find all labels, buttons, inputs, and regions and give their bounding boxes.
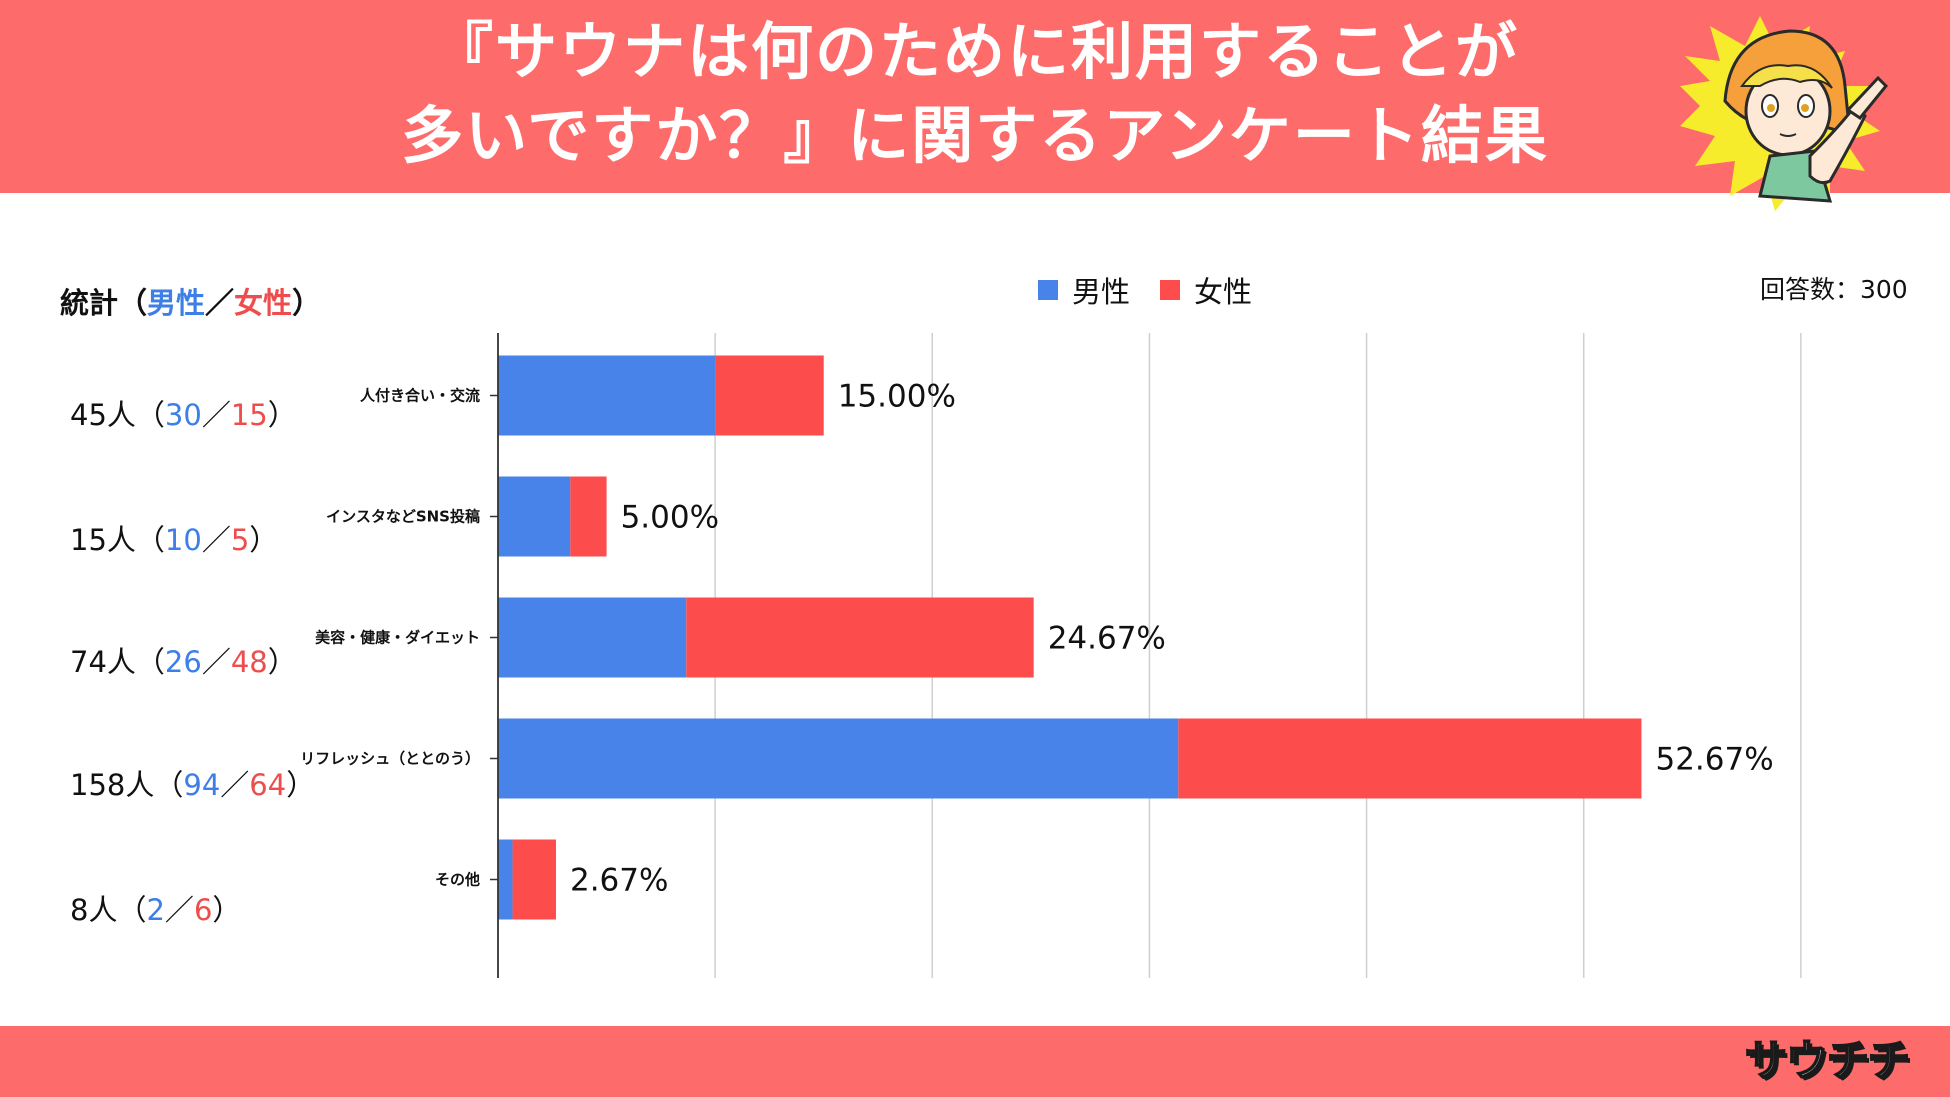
bar-segment-male	[498, 355, 716, 436]
row-stat-close: ）	[249, 523, 279, 557]
row-stat-total: 45人	[70, 398, 136, 432]
legend-item-female: 女性	[1160, 269, 1252, 311]
row-stat-total: 158人	[70, 768, 155, 802]
header-banner	[0, 0, 1950, 193]
row-stat-close: ）	[286, 768, 316, 802]
bar-segment-male	[498, 476, 571, 557]
bar-segment-female	[715, 355, 824, 436]
bar-chart: 人付き合い・交流 15.00% インスタなどSNS投稿 5.00% 美容・健康・ダイエッ…	[300, 333, 1802, 978]
legend-swatch-female	[1160, 280, 1181, 300]
row-stat-open: （	[117, 893, 147, 927]
row-stat-close: ）	[267, 398, 297, 432]
legend-swatch-male	[1038, 280, 1058, 300]
row-stat-total: 74人	[70, 645, 136, 679]
bar-segment-female	[1178, 718, 1642, 799]
mascot-illustration	[1680, 16, 1889, 211]
row-stat-sep: ／	[220, 768, 250, 802]
stats-heading-prefix: 統計（	[60, 286, 148, 320]
bar-segment-male	[498, 718, 1179, 799]
bar-segment-female	[512, 839, 556, 920]
data-label: 24.67%	[1048, 621, 1166, 657]
row-stat-2: 15人（10／5）	[70, 520, 278, 560]
response-count: 回答数：300	[1760, 275, 1908, 304]
row-stat-5: 8人（2／6）	[70, 890, 241, 930]
row-stat-female: 5	[230, 523, 250, 557]
row-stat-sep: ／	[201, 645, 231, 679]
category-label: インスタなどSNS投稿	[326, 508, 480, 526]
legend-label-female: 女性	[1194, 275, 1253, 309]
stats-heading-suffix: ）	[292, 286, 322, 320]
category-label: リフレッシュ（ととのう）	[300, 750, 480, 768]
stats-heading-female: 女性	[234, 286, 293, 320]
row-stat-male: 30	[164, 398, 202, 432]
page-title: 『サウナは何のために利用することが 多いですか？』に関するアンケート結果	[300, 10, 1650, 178]
legend-item-male: 男性	[1038, 269, 1130, 311]
data-label: 15.00%	[838, 379, 956, 415]
category-label: 人付き合い・交流	[360, 387, 480, 405]
category-label: 美容・健康・ダイエット	[315, 629, 480, 647]
row-stat-sep: ／	[201, 398, 231, 432]
chart-legend: 男性 女性	[1038, 270, 1282, 310]
title-line-1: 『サウナは何のために利用することが	[430, 15, 1519, 88]
stats-heading: 統計（男性／女性）	[60, 280, 321, 322]
data-label: 5.00%	[621, 500, 719, 536]
bar-segment-female	[686, 597, 1034, 678]
bar-segment-female	[570, 476, 607, 557]
row-stat-male: 26	[164, 645, 202, 679]
data-label: 52.67%	[1655, 742, 1773, 778]
row-stat-4: 158人（94／64）	[70, 765, 315, 805]
row-stat-total: 8人	[70, 893, 118, 927]
data-label: 2.67%	[570, 863, 668, 899]
row-stat-sep: ／	[201, 523, 231, 557]
row-stat-open: （	[135, 645, 165, 679]
footer-banner	[0, 1026, 1950, 1097]
row-stat-close: ）	[212, 893, 242, 927]
row-stat-3: 74人（26／48）	[70, 642, 297, 682]
row-stat-female: 15	[230, 398, 268, 432]
row-stat-open: （	[135, 398, 165, 432]
legend-label-male: 男性	[1072, 275, 1131, 309]
row-stat-close: ）	[267, 645, 297, 679]
row-stat-total: 15人	[70, 523, 136, 557]
row-stat-1: 45人（30／15）	[70, 395, 297, 435]
stats-heading-sep: ／	[205, 286, 235, 320]
row-stat-male: 10	[164, 523, 202, 557]
row-stat-female: 6	[193, 893, 213, 927]
row-stat-female: 64	[249, 768, 287, 802]
row-stat-open: （	[154, 768, 184, 802]
brand-logo: サウチチ	[1744, 1035, 1911, 1086]
row-stat-sep: ／	[164, 893, 194, 927]
title-line-2: 多いですか？』に関するアンケート結果	[401, 99, 1549, 172]
stats-heading-male: 男性	[147, 286, 206, 320]
category-label: その他	[435, 871, 480, 889]
row-stat-male: 2	[146, 893, 165, 927]
row-stat-open: （	[135, 523, 165, 557]
row-stat-male: 94	[183, 768, 221, 802]
bar-segment-male	[498, 597, 687, 678]
row-stat-female: 48	[230, 645, 268, 679]
bar-segment-male	[498, 839, 513, 920]
